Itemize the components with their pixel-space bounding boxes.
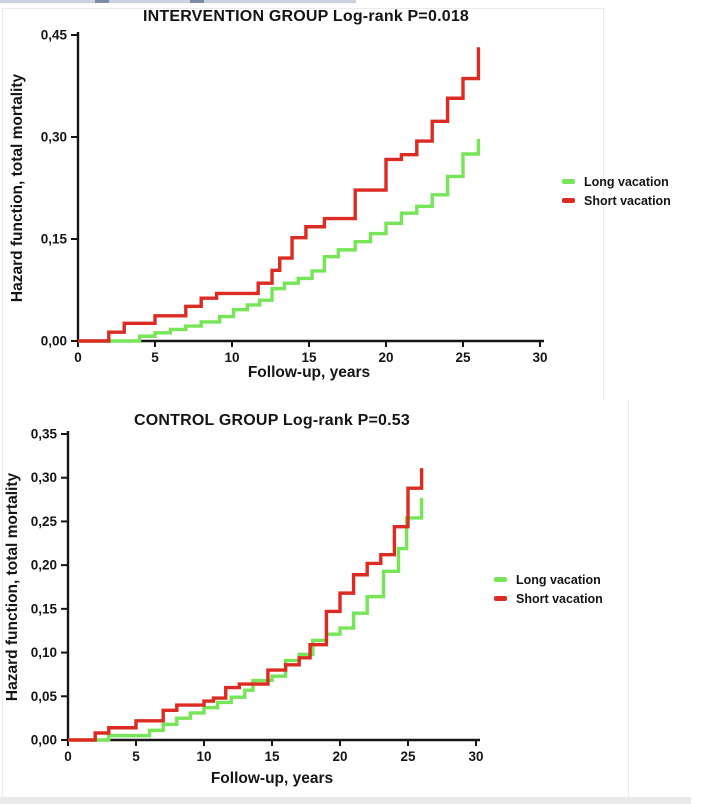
- x-tick-label: 15: [301, 350, 317, 365]
- page-border-left: [2, 8, 3, 797]
- intervention-x-axis-label: Follow-up, years: [247, 364, 371, 381]
- x-tick-label: 5: [151, 350, 159, 365]
- control-y-axis-label: Hazard function, total mortality: [4, 472, 21, 702]
- y-tick-label: 0,45: [41, 28, 68, 43]
- y-tick-label: 0,30: [31, 470, 57, 485]
- x-tick-label: 10: [196, 749, 211, 764]
- x-tick-label: 30: [468, 749, 483, 764]
- y-tick-label: 0,25: [31, 514, 58, 529]
- x-tick-label: 25: [455, 350, 471, 365]
- x-tick-label: 5: [132, 749, 140, 764]
- short-vacation-swatch-icon: [494, 596, 507, 601]
- control-legend: Long vacation Short vacation: [494, 570, 603, 608]
- cropped-browser-strip-mark: [190, 0, 204, 3]
- page-border-top: [2, 8, 604, 9]
- y-tick-label: 0,15: [41, 232, 68, 247]
- x-tick-label: 30: [532, 350, 547, 365]
- x-tick-label: 20: [332, 749, 347, 764]
- legend-label: Short vacation: [584, 193, 671, 208]
- y-tick-label: 0,00: [41, 334, 67, 349]
- x-tick-label: 10: [224, 350, 239, 365]
- intervention-short-vacation-line: [78, 47, 481, 343]
- y-tick-label: 0,10: [31, 645, 57, 660]
- long-vacation-swatch-icon: [562, 179, 575, 184]
- intervention-long-vacation-line: [78, 139, 481, 343]
- long-vacation-swatch-icon: [494, 577, 507, 582]
- x-tick-label: 0: [74, 350, 82, 365]
- control-chart-title: CONTROL GROUP Log-rank P=0.53: [134, 412, 410, 429]
- page-border-right-upper: [603, 8, 604, 400]
- control-short-vacation-line: [68, 468, 424, 742]
- cropped-browser-strip: [0, 0, 356, 3]
- intervention-chart-title: INTERVENTION GROUP Log-rank P=0.018: [142, 8, 470, 25]
- legend-item-long-vacation: Long vacation: [562, 172, 671, 191]
- cropped-browser-strip-mark: [95, 0, 109, 3]
- intervention-y-axis-label: Hazard function, total mortality: [9, 73, 26, 303]
- legend-label: Long vacation: [516, 572, 601, 587]
- legend-label: Short vacation: [516, 591, 603, 606]
- legend-item-long-vacation: Long vacation: [494, 570, 603, 589]
- page-bottom-strip: [0, 797, 691, 804]
- legend-item-short-vacation: Short vacation: [494, 589, 603, 608]
- y-tick-label: 0,35: [31, 427, 58, 442]
- x-tick-label: 25: [400, 749, 416, 764]
- legend-label: Long vacation: [584, 174, 669, 189]
- short-vacation-swatch-icon: [562, 198, 575, 203]
- control-long-vacation-line: [68, 497, 424, 742]
- y-tick-label: 0,15: [31, 601, 58, 616]
- x-tick-label: 20: [378, 350, 393, 365]
- legend-item-short-vacation: Short vacation: [562, 191, 671, 210]
- y-tick-label: 0,30: [41, 130, 67, 145]
- y-tick-label: 0,05: [31, 689, 58, 704]
- y-tick-label: 0,00: [31, 733, 57, 748]
- y-tick-label: 0,20: [31, 558, 57, 573]
- x-tick-label: 0: [64, 749, 72, 764]
- x-tick-label: 15: [264, 749, 280, 764]
- intervention-legend: Long vacation Short vacation: [562, 172, 671, 210]
- control-x-axis-label: Follow-up, years: [210, 770, 334, 787]
- page-border-right-lower: [628, 400, 629, 797]
